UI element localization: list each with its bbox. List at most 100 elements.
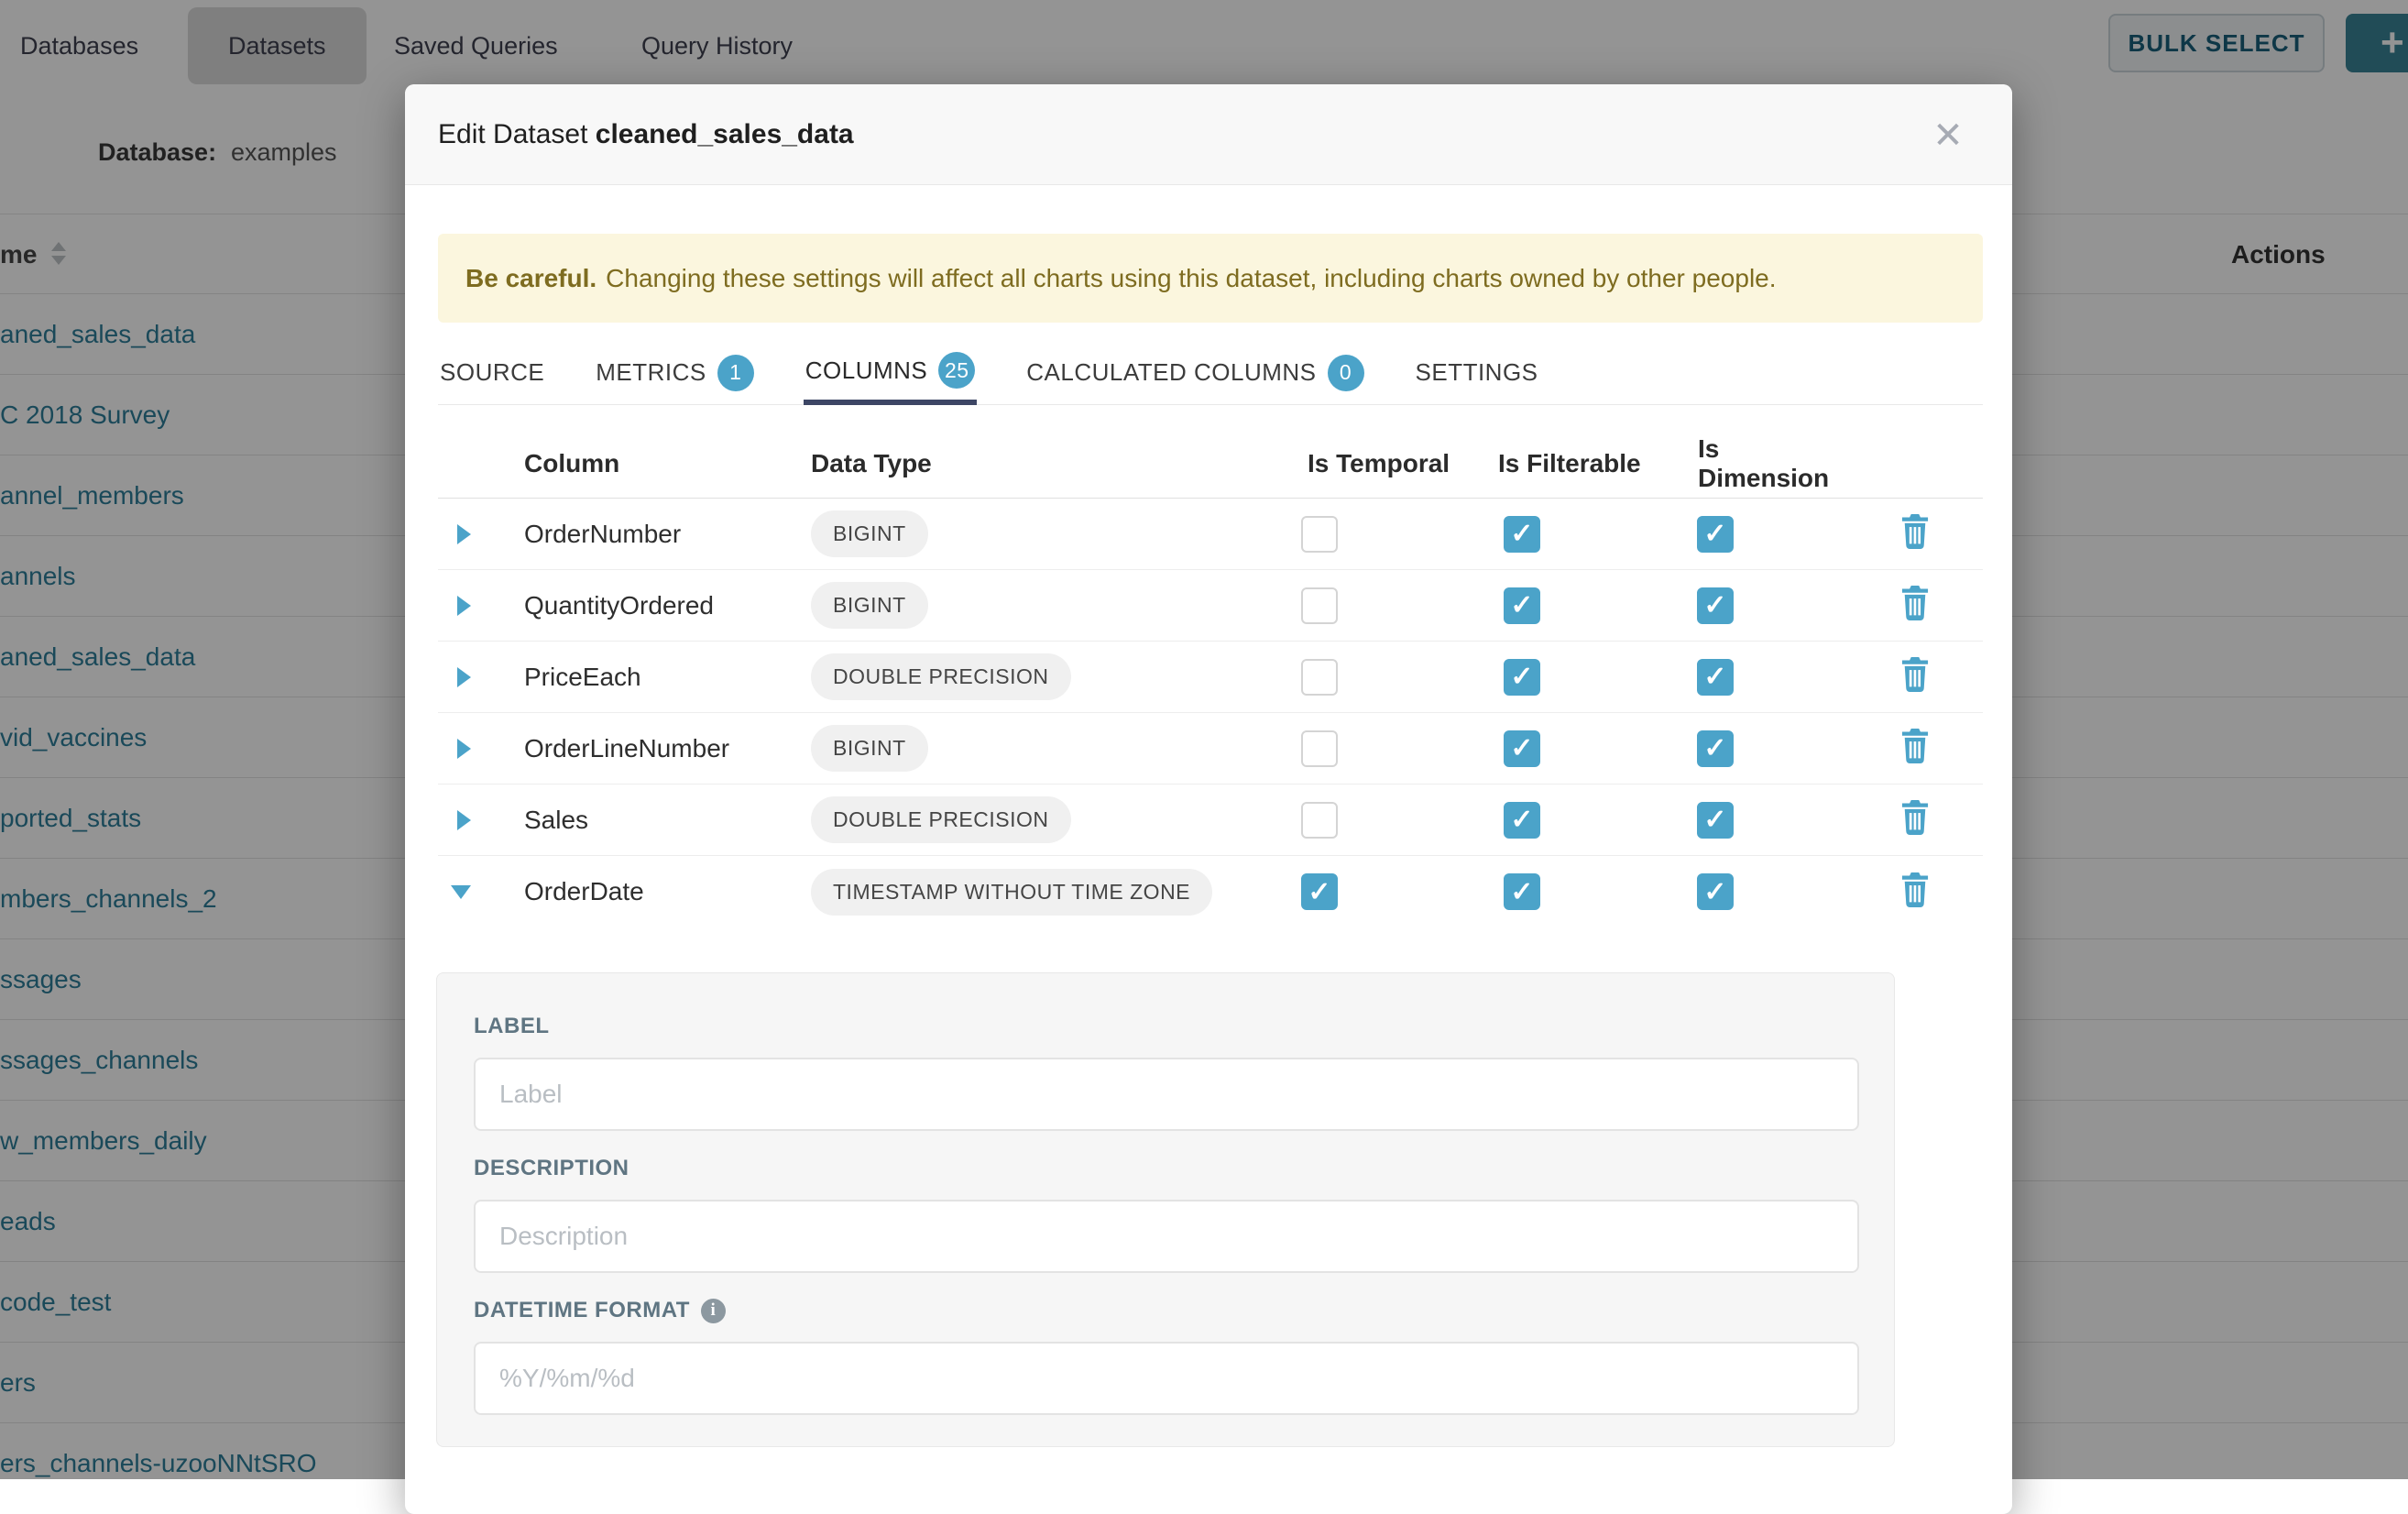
tab-count-badge: 0 — [1328, 355, 1364, 391]
is-temporal-cell — [1267, 730, 1464, 767]
description-field-title-text: DESCRIPTION — [474, 1156, 629, 1181]
is-temporal-checkbox[interactable] — [1301, 730, 1338, 767]
column-name: OrderNumber — [484, 520, 772, 549]
data-type-cell: TIMESTAMP WITHOUT TIME ZONE — [772, 869, 1267, 916]
is-filterable-checkbox[interactable]: ✓ — [1504, 873, 1540, 910]
warning-banner: Be careful. Changing these settings will… — [438, 234, 1983, 323]
is-dimension-cell: ✓ — [1658, 516, 1855, 553]
is-dimension-cell: ✓ — [1658, 587, 1855, 624]
collapse-caret-icon[interactable] — [451, 885, 471, 899]
caret-cell — [438, 810, 484, 830]
column-name: QuantityOrdered — [484, 591, 772, 620]
tab-columns[interactable]: COLUMNS 25 — [804, 341, 978, 405]
label-field-title-text: LABEL — [474, 1014, 550, 1039]
trash-icon-svg — [1899, 514, 1931, 549]
caret-cell — [438, 739, 484, 759]
warning-text: Changing these settings will affect all … — [606, 264, 1776, 293]
modal-header: Edit Dataset cleaned_sales_data ✕ — [405, 84, 2012, 185]
expand-caret-icon[interactable] — [457, 739, 471, 759]
tab-settings[interactable]: SETTINGS — [1414, 341, 1540, 404]
data-type-cell: DOUBLE PRECISION — [772, 653, 1267, 700]
is-dimension-checkbox[interactable]: ✓ — [1697, 802, 1734, 839]
expand-caret-icon[interactable] — [457, 524, 471, 544]
header-column: Column — [484, 449, 772, 478]
delete-column-button[interactable] — [1855, 872, 1983, 912]
is-dimension-checkbox[interactable]: ✓ — [1697, 730, 1734, 767]
is-dimension-cell: ✓ — [1658, 873, 1855, 910]
columns-table-header: Column Data Type Is Temporal Is Filterab… — [438, 405, 1983, 499]
description-input[interactable] — [474, 1200, 1859, 1273]
data-type-pill: BIGINT — [811, 510, 928, 557]
is-dimension-cell: ✓ — [1658, 730, 1855, 767]
caret-cell — [438, 885, 484, 899]
data-type-pill: DOUBLE PRECISION — [811, 653, 1071, 700]
description-field-title: DESCRIPTION — [474, 1156, 1857, 1181]
expand-caret-icon[interactable] — [457, 667, 471, 687]
tab-count-badge: 1 — [717, 355, 754, 391]
caret-cell — [438, 524, 484, 544]
is-filterable-cell: ✓ — [1464, 659, 1658, 696]
column-name: PriceEach — [484, 663, 772, 692]
trash-icon-svg — [1899, 586, 1931, 620]
close-icon[interactable]: ✕ — [1921, 108, 1976, 163]
delete-column-button[interactable] — [1855, 514, 1983, 554]
header-is-dimension: Is Dimension — [1658, 434, 1855, 493]
data-type-cell: BIGINT — [772, 725, 1267, 772]
data-type-pill: TIMESTAMP WITHOUT TIME ZONE — [811, 869, 1212, 916]
tab-calculated-columns[interactable]: CALCULATED COLUMNS 0 — [1024, 341, 1365, 404]
is-filterable-cell: ✓ — [1464, 873, 1658, 910]
tab-source[interactable]: SOURCE — [438, 341, 546, 404]
is-filterable-checkbox[interactable]: ✓ — [1504, 587, 1540, 624]
column-row: OrderNumber BIGINT ✓ ✓ — [438, 499, 1983, 570]
is-filterable-checkbox[interactable]: ✓ — [1504, 516, 1540, 553]
tab-count-badge: 25 — [938, 352, 975, 389]
is-temporal-checkbox[interactable] — [1301, 516, 1338, 553]
caret-cell — [438, 596, 484, 616]
trash-icon-svg — [1899, 657, 1931, 692]
column-name: Sales — [484, 806, 772, 835]
info-icon[interactable]: i — [701, 1299, 726, 1323]
delete-column-button[interactable] — [1855, 800, 1983, 839]
is-temporal-checkbox[interactable] — [1301, 587, 1338, 624]
warning-bold: Be careful. — [465, 264, 597, 293]
is-temporal-checkbox[interactable]: ✓ — [1301, 873, 1338, 910]
is-filterable-cell: ✓ — [1464, 730, 1658, 767]
expand-caret-icon[interactable] — [457, 596, 471, 616]
is-dimension-checkbox[interactable]: ✓ — [1697, 587, 1734, 624]
modal-title: Edit Dataset cleaned_sales_data — [438, 119, 854, 150]
column-name: OrderLineNumber — [484, 734, 772, 763]
is-filterable-checkbox[interactable]: ✓ — [1504, 659, 1540, 696]
tab-label: CALCULATED COLUMNS — [1026, 358, 1316, 387]
is-filterable-cell: ✓ — [1464, 516, 1658, 553]
delete-column-button[interactable] — [1855, 586, 1983, 625]
is-temporal-cell — [1267, 802, 1464, 839]
trash-icon-svg — [1899, 729, 1931, 763]
tab-label: COLUMNS — [805, 357, 928, 385]
modal-title-dataset-name: cleaned_sales_data — [596, 119, 854, 149]
column-editor-panel: LABEL DESCRIPTION DATETIME FORMAT i — [436, 972, 1895, 1447]
expand-caret-icon[interactable] — [457, 810, 471, 830]
datetime-format-input[interactable] — [474, 1342, 1859, 1415]
is-temporal-cell — [1267, 516, 1464, 553]
is-temporal-checkbox[interactable] — [1301, 659, 1338, 696]
label-input[interactable] — [474, 1058, 1859, 1131]
is-dimension-checkbox[interactable]: ✓ — [1697, 873, 1734, 910]
trash-icon-svg — [1899, 800, 1931, 835]
column-row: PriceEach DOUBLE PRECISION ✓ ✓ — [438, 642, 1983, 713]
is-dimension-checkbox[interactable]: ✓ — [1697, 659, 1734, 696]
header-is-temporal: Is Temporal — [1267, 449, 1464, 478]
data-type-cell: BIGINT — [772, 582, 1267, 629]
datetime-format-field-title: DATETIME FORMAT i — [474, 1298, 1857, 1323]
datetime-format-title-text: DATETIME FORMAT — [474, 1298, 690, 1323]
is-dimension-checkbox[interactable]: ✓ — [1697, 516, 1734, 553]
delete-column-button[interactable] — [1855, 657, 1983, 697]
delete-column-button[interactable] — [1855, 729, 1983, 768]
is-temporal-checkbox[interactable] — [1301, 802, 1338, 839]
data-type-pill: BIGINT — [811, 725, 928, 772]
is-filterable-checkbox[interactable]: ✓ — [1504, 730, 1540, 767]
is-filterable-checkbox[interactable]: ✓ — [1504, 802, 1540, 839]
